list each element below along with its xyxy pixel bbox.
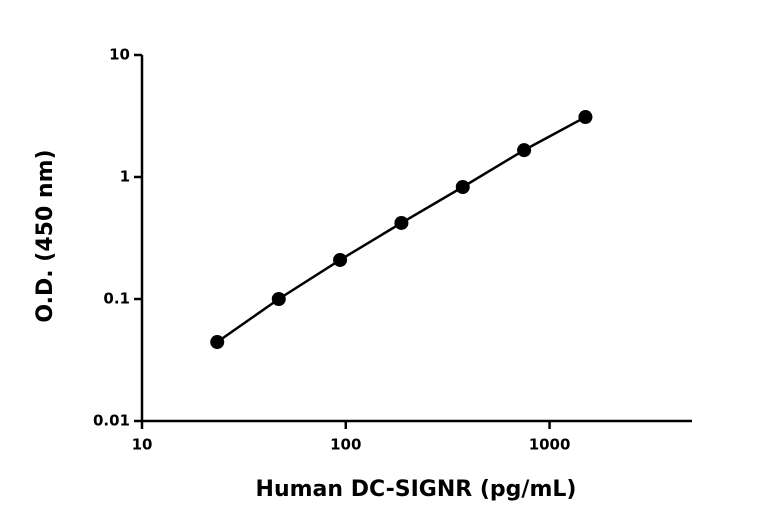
- data-point: [394, 215, 409, 230]
- y-tick-label: 0.01: [93, 412, 130, 430]
- x-axis-label: Human DC-SIGNR (pg/mL): [256, 477, 577, 502]
- data-point: [578, 110, 593, 125]
- y-axis-label: O.D. (450 nm): [33, 149, 58, 322]
- data-point: [210, 335, 225, 350]
- x-tick-label: 1000: [529, 436, 571, 454]
- x-tick-label: 10: [132, 436, 153, 454]
- y-tick-label: 10: [109, 46, 130, 64]
- data-point: [455, 180, 470, 195]
- data-point: [271, 292, 286, 306]
- x-tick-label: 100: [330, 436, 361, 454]
- data-point: [517, 143, 532, 158]
- data-point: [333, 252, 348, 267]
- y-tick-label: 0.1: [103, 290, 130, 308]
- y-tick-label: 1: [120, 168, 130, 186]
